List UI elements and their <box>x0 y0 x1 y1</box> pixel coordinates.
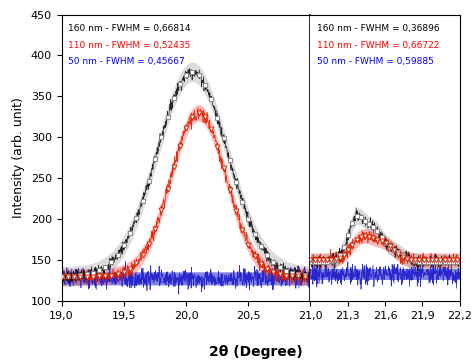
Text: 160 nm - FWHM = 0,66814: 160 nm - FWHM = 0,66814 <box>68 24 191 33</box>
Text: 160 nm - FWHM = 0,36896: 160 nm - FWHM = 0,36896 <box>317 24 439 33</box>
Y-axis label: Intensity (arb. unit): Intensity (arb. unit) <box>12 98 25 218</box>
Text: 110 nm - FWHM = 0,52435: 110 nm - FWHM = 0,52435 <box>68 41 190 50</box>
Text: 110 nm - FWHM = 0,66722: 110 nm - FWHM = 0,66722 <box>317 41 439 50</box>
Text: 2θ (Degree): 2θ (Degree) <box>209 345 303 359</box>
Text: 50 nm - FWHM = 0,59885: 50 nm - FWHM = 0,59885 <box>317 57 434 66</box>
Text: 50 nm - FWHM = 0,45667: 50 nm - FWHM = 0,45667 <box>68 57 184 66</box>
